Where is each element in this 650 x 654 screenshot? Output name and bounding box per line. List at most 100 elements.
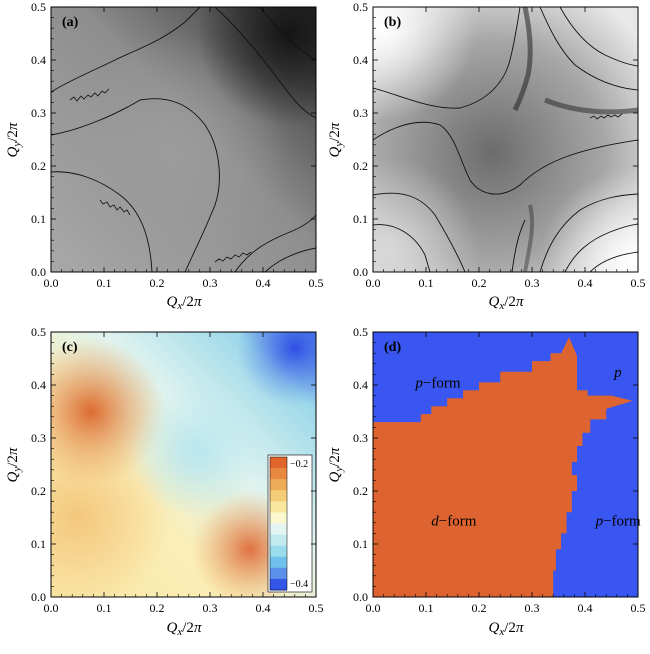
panel-a-label: (a) xyxy=(62,15,79,30)
panel-a-axes: 0.0 0.1 0.2 0.3 0.4 0.5 0.0 0.1 0.2 0.3 0.4 0.5 xyxy=(31,0,324,290)
x-tick-label: 0.0 xyxy=(44,276,59,290)
x-tick-label: 0.5 xyxy=(631,276,646,290)
y-tick-label: 0.1 xyxy=(31,212,46,226)
colorbar-swatch xyxy=(270,457,287,469)
x-tick-label: 0.1 xyxy=(97,601,112,615)
y-tick-label: 0.2 xyxy=(353,484,368,498)
x-tick-label: 0.3 xyxy=(203,601,218,615)
x-tick-label: 0.4 xyxy=(256,601,271,615)
x-tick-label: 0.0 xyxy=(366,601,381,615)
panel-b-label: (b) xyxy=(384,15,401,30)
panel-b-axes: 0.0 0.1 0.2 0.3 0.4 0.5 0.0 0.1 0.2 0.3 0.4 0.5 xyxy=(353,0,646,290)
y-tick-label: 0.5 xyxy=(31,0,46,14)
y-tick-label: 0.5 xyxy=(353,325,368,339)
panel-c-axes: 0.0 0.1 0.2 0.3 0.4 0.5 0.0 0.1 0.2 0.3 0.4 0.5 xyxy=(31,325,324,615)
y-tick-label: 0.0 xyxy=(31,590,46,604)
panel-a: (a) 0.0 0.1 0.2 0.3 0.4 0.5 0.0 0.1 0.2 0.3 0.4 0.5… xyxy=(5,0,324,312)
region-label: p xyxy=(613,365,622,381)
y-tick-label: 0.4 xyxy=(31,378,46,392)
panel-a-ylabel: Qy/2π xyxy=(5,122,23,157)
panel-a-xlabel: Qx/2π xyxy=(167,294,202,312)
y-tick-label: 0.3 xyxy=(353,106,368,120)
panel-c: (c) −0.2 −0.4 0.0 0.1 0.2 0.3 0.4 0.5 0.0 0.1 0.2… xyxy=(5,325,324,638)
colorbar-swatch xyxy=(270,468,287,480)
x-tick-label: 0.3 xyxy=(525,276,540,290)
x-tick-label: 0.4 xyxy=(578,601,593,615)
region-label: d−form xyxy=(431,513,476,529)
region-label: p−form xyxy=(414,376,460,392)
panel-c-ylabel: Qy/2π xyxy=(5,447,23,482)
x-tick-label: 0.1 xyxy=(419,276,434,290)
region-label-symbol: d xyxy=(431,513,439,529)
colorbar-swatch xyxy=(270,545,287,558)
y-tick-label: 0.1 xyxy=(31,537,46,551)
panel-d-frame xyxy=(372,331,639,598)
colorbar-swatch xyxy=(270,490,287,502)
colorbar-swatch xyxy=(270,556,287,569)
panel-d-ylabel: Qy/2π xyxy=(327,447,345,482)
x-tick-label: 0.5 xyxy=(631,601,646,615)
colorbar-swatch xyxy=(270,512,287,524)
panel-b-xlabel: Qx/2π xyxy=(489,294,524,312)
colorbar-swatch xyxy=(270,523,287,536)
y-tick-label: 0.3 xyxy=(31,431,46,445)
panel-b-heatmap xyxy=(373,7,638,272)
y-tick-label: 0.3 xyxy=(31,106,46,120)
region-label-suffix: −form xyxy=(439,513,477,529)
x-tick-label: 0.5 xyxy=(309,601,324,615)
y-tick-label: 0.0 xyxy=(353,265,368,279)
colorbar-swatch xyxy=(270,567,287,580)
region-label-symbol: p xyxy=(613,365,622,381)
x-tick-label: 0.3 xyxy=(203,276,218,290)
y-tick-label: 0.0 xyxy=(353,590,368,604)
colorbar-top-label: −0.2 xyxy=(290,459,308,470)
x-tick-label: 0.5 xyxy=(309,276,324,290)
y-tick-label: 0.1 xyxy=(353,537,368,551)
x-tick-label: 0.0 xyxy=(44,601,59,615)
y-tick-label: 0.2 xyxy=(31,484,46,498)
region-label: p−form xyxy=(595,513,641,529)
panel-a-frame xyxy=(50,6,317,273)
colorbar-swatch xyxy=(270,534,287,547)
y-tick-label: 0.2 xyxy=(31,159,46,173)
panel-b: (b) 0.0 0.1 0.2 0.3 0.4 0.5 0.0 0.1 0.2 0.3 0.4 0.5… xyxy=(327,0,646,312)
panel-c-colorbar: −0.2 −0.4 xyxy=(267,454,313,593)
y-tick-label: 0.5 xyxy=(31,325,46,339)
panel-d-label: (d) xyxy=(384,340,401,355)
x-tick-label: 0.2 xyxy=(150,601,165,615)
region-label-suffix: −form xyxy=(603,513,641,529)
x-tick-label: 0.2 xyxy=(472,601,487,615)
x-tick-label: 0.0 xyxy=(366,276,381,290)
colorbar-swatch xyxy=(270,501,287,513)
y-tick-label: 0.2 xyxy=(353,159,368,173)
y-tick-label: 0.4 xyxy=(31,53,46,67)
panel-d-phase-map xyxy=(373,332,638,597)
y-tick-label: 0.1 xyxy=(353,212,368,226)
x-tick-label: 0.1 xyxy=(419,601,434,615)
colorbar-swatch xyxy=(270,578,287,591)
colorbar-bottom-label: −0.4 xyxy=(290,579,308,590)
panel-d-axes: 0.0 0.1 0.2 0.3 0.4 0.5 0.0 0.1 0.2 0.3 0.4 0.5 xyxy=(353,325,646,615)
region-label-symbol: p xyxy=(414,376,423,392)
x-tick-label: 0.3 xyxy=(525,601,540,615)
x-tick-label: 0.2 xyxy=(472,276,487,290)
region-label-suffix: −form xyxy=(423,376,461,392)
x-tick-label: 0.4 xyxy=(578,276,593,290)
x-tick-label: 0.4 xyxy=(256,276,271,290)
panel-a-heatmap xyxy=(51,7,316,272)
y-tick-label: 0.4 xyxy=(353,378,368,392)
panel-b-frame xyxy=(372,6,639,273)
y-tick-label: 0.5 xyxy=(353,0,368,14)
panel-c-label: (c) xyxy=(62,340,78,355)
x-tick-label: 0.2 xyxy=(150,276,165,290)
panel-c-xlabel: Qx/2π xyxy=(167,620,202,638)
panel-c-frame xyxy=(50,331,317,598)
y-tick-label: 0.4 xyxy=(353,53,368,67)
y-tick-label: 0.0 xyxy=(31,265,46,279)
region-label-symbol: p xyxy=(595,513,604,529)
d-form-region xyxy=(373,337,633,597)
y-tick-label: 0.3 xyxy=(353,431,368,445)
